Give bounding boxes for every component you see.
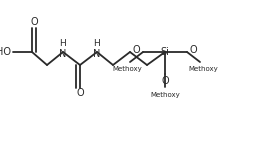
Text: Si: Si bbox=[161, 47, 169, 57]
Text: Methoxy: Methoxy bbox=[188, 66, 218, 72]
Text: O: O bbox=[190, 45, 198, 55]
Text: H: H bbox=[93, 39, 100, 47]
Text: Methoxy: Methoxy bbox=[112, 66, 142, 72]
Text: N: N bbox=[59, 49, 67, 59]
Text: O: O bbox=[132, 45, 140, 55]
Text: O: O bbox=[76, 88, 84, 98]
Text: Methoxy: Methoxy bbox=[150, 92, 180, 98]
Text: O: O bbox=[161, 76, 169, 86]
Text: HO: HO bbox=[0, 47, 11, 57]
Text: N: N bbox=[93, 49, 101, 59]
Text: H: H bbox=[60, 39, 66, 47]
Text: O: O bbox=[30, 17, 38, 27]
